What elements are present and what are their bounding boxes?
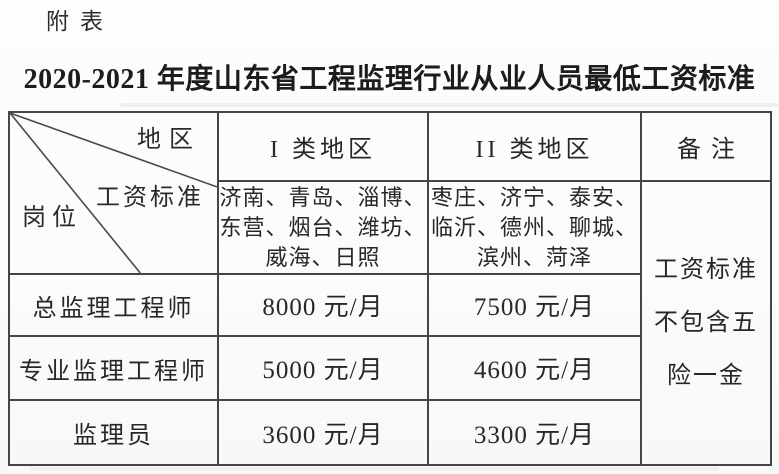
remark-note: 工资标准 不包含五 险一金 bbox=[640, 180, 772, 466]
corner-label-wage-standard: 工资标准 bbox=[96, 185, 204, 211]
remark-note-line: 工资标准 bbox=[654, 256, 758, 283]
corner-label-region: 地区 bbox=[137, 127, 201, 153]
diagonal-divider-lines bbox=[10, 113, 217, 273]
wage-region2: 7500 元/月 bbox=[427, 273, 642, 337]
annex-label: 附表 bbox=[46, 9, 114, 34]
header-row: 地区 工资标准 岗位 I 类地区 II 类地区 备注 bbox=[8, 111, 772, 275]
region1-cities: 济南、青岛、淄博、 东营、烟台、潍坊、 威海、日照 bbox=[217, 180, 429, 275]
region2-header: II 类地区 bbox=[427, 111, 642, 182]
wage-region2: 4600 元/月 bbox=[427, 335, 642, 401]
cities-line: 临沂、德州、聊城、 bbox=[430, 214, 638, 240]
wage-region1: 8000 元/月 bbox=[217, 273, 429, 337]
table-row-chief-supervisor: 总监理工程师 8000 元/月 7500 元/月 bbox=[8, 273, 771, 337]
wage-region1: 3600 元/月 bbox=[217, 399, 429, 466]
scan-artifact-bottom bbox=[30, 467, 719, 471]
cities-row: 济南、青岛、淄博、 东营、烟台、潍坊、 威海、日照 枣庄、济宁、泰安、 临沂、德… bbox=[9, 180, 772, 466]
cities-line: 东营、烟台、潍坊、 bbox=[219, 214, 427, 240]
wage-table: 地区 工资标准 岗位 I 类地区 II 类地区 备注 济南、青岛、淄博、 东营、… bbox=[8, 111, 772, 466]
scan-artifact-top bbox=[120, 103, 779, 107]
remark-note-line: 险一金 bbox=[667, 362, 745, 389]
page-title: 2020-2021 年度山东省工程监理行业从业人员最低工资标准 bbox=[23, 64, 756, 95]
post-label: 总监理工程师 bbox=[8, 273, 219, 337]
remark-note-line: 不包含五 bbox=[654, 309, 758, 336]
cities-line: 枣庄、济宁、泰安、 bbox=[430, 184, 638, 210]
wage-region1: 5000 元/月 bbox=[217, 335, 429, 401]
cities-line: 威海、日照 bbox=[265, 244, 381, 270]
region2-cities: 枣庄、济宁、泰安、 临沂、德州、聊城、 滨州、菏泽 bbox=[427, 180, 642, 275]
corner-label-post: 岗位 bbox=[22, 205, 82, 231]
remark-header: 备注 bbox=[640, 111, 772, 182]
post-label: 监理员 bbox=[8, 399, 219, 466]
post-label: 专业监理工程师 bbox=[8, 335, 219, 401]
cities-line: 济南、青岛、淄博、 bbox=[219, 184, 427, 210]
wage-region2: 3300 元/月 bbox=[427, 399, 642, 466]
cities-line: 滨州、菏泽 bbox=[476, 244, 592, 270]
corner-cell: 地区 工资标准 岗位 bbox=[8, 111, 219, 275]
table-row-supervisor-staff: 监理员 3600 元/月 3300 元/月 bbox=[8, 399, 771, 466]
region1-header: I 类地区 bbox=[217, 111, 429, 182]
table-row-professional-supervisor: 专业监理工程师 5000 元/月 4600 元/月 bbox=[8, 335, 771, 401]
